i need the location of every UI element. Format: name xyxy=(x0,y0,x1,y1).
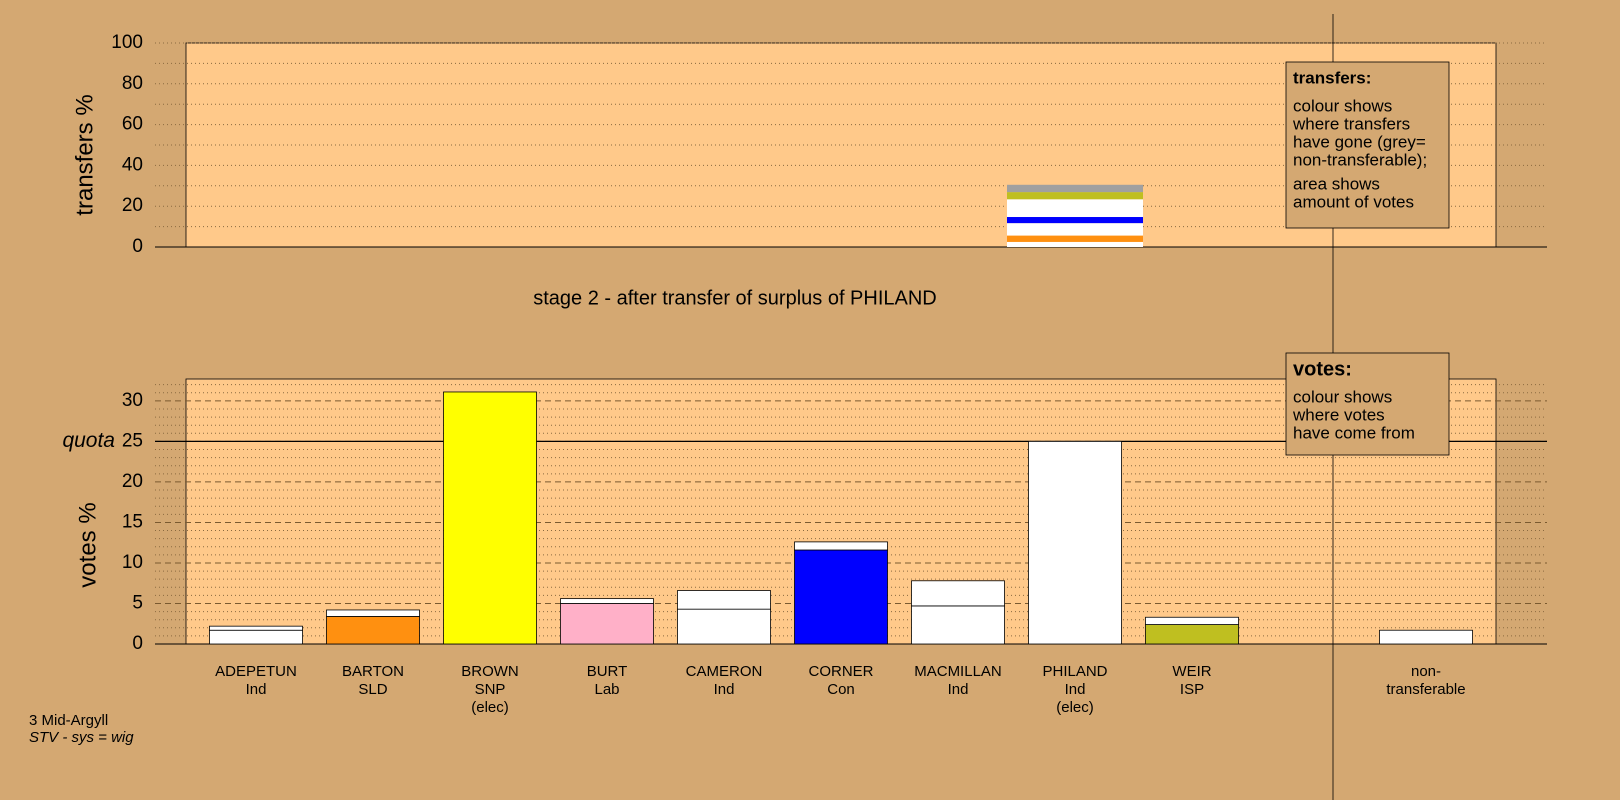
legend-text: colour shows xyxy=(1293,96,1392,115)
bar-original xyxy=(794,549,888,645)
x-tick-label: SLD xyxy=(358,681,387,698)
bar-transfer xyxy=(560,598,654,604)
bar-transfer xyxy=(677,590,771,610)
y-tick-label: 80 xyxy=(122,73,143,94)
transfer-segment xyxy=(1007,235,1143,242)
bar-transfer xyxy=(209,625,303,631)
x-tick-label: (elec) xyxy=(471,699,509,716)
legend-text: non-transferable); xyxy=(1293,150,1427,169)
footer-system: STV - sys = wig xyxy=(29,729,134,746)
x-tick-label: Con xyxy=(827,681,855,698)
legend-text: where transfers xyxy=(1292,114,1410,133)
legend-text: amount of votes xyxy=(1293,192,1414,211)
legend-text: have come from xyxy=(1293,423,1415,442)
y-tick-label: 20 xyxy=(122,471,143,492)
transfer-segment xyxy=(1007,241,1143,247)
bar-transfer xyxy=(1379,629,1473,645)
bar-original xyxy=(1028,441,1122,645)
bar-original xyxy=(560,603,654,645)
plot-area-top xyxy=(185,42,1497,248)
x-tick-label: WEIR xyxy=(1172,663,1211,680)
bar-original xyxy=(326,616,420,645)
stage-title: stage 2 - after transfer of surplus of P… xyxy=(533,287,937,309)
legend-text: area shows xyxy=(1293,174,1380,193)
y-tick-label: 15 xyxy=(122,511,143,532)
y-tick-label: 5 xyxy=(132,592,143,613)
legend-text: where votes xyxy=(1292,405,1385,424)
x-tick-label: BROWN xyxy=(461,663,519,680)
x-tick-label: (elec) xyxy=(1056,699,1094,716)
quota-label: quota xyxy=(62,429,115,452)
y-tick-label: 30 xyxy=(122,390,143,411)
y-tick-label: 60 xyxy=(122,114,143,135)
y-axis-label: transfers % xyxy=(71,94,98,215)
bar-transfer xyxy=(1145,616,1239,625)
bar-original xyxy=(209,629,303,645)
x-tick-label: SNP xyxy=(475,681,506,698)
transfer-segment xyxy=(1007,223,1143,236)
x-tick-label: Ind xyxy=(948,681,969,698)
y-tick-label: 40 xyxy=(122,154,143,175)
bar-original xyxy=(443,391,537,645)
legend-title: votes: xyxy=(1293,358,1352,380)
legend-title: transfers: xyxy=(1293,68,1371,87)
x-tick-label: transferable xyxy=(1386,681,1465,698)
x-tick-label: MACMILLAN xyxy=(914,663,1002,680)
bar-original xyxy=(911,605,1005,645)
transfer-segment xyxy=(1007,192,1143,200)
x-tick-label: PHILAND xyxy=(1042,663,1107,680)
x-tick-label: Ind xyxy=(1065,681,1086,698)
x-tick-label: ISP xyxy=(1180,681,1204,698)
y-tick-label: 10 xyxy=(122,552,143,573)
footer-constituency: 3 Mid-Argyll xyxy=(29,712,108,729)
x-tick-label: Lab xyxy=(594,681,619,698)
transfer-segment xyxy=(1007,199,1143,218)
y-tick-label: 0 xyxy=(132,633,143,654)
x-tick-label: CORNER xyxy=(808,663,873,680)
x-tick-label: Ind xyxy=(246,681,267,698)
legend-box xyxy=(1285,352,1450,456)
y-tick-label: 20 xyxy=(122,195,143,216)
transfer-segment xyxy=(1007,184,1143,193)
x-tick-label: BURT xyxy=(587,663,628,680)
bar-original xyxy=(1145,624,1239,645)
x-tick-label: Ind xyxy=(714,681,735,698)
legend-text: have gone (grey= xyxy=(1293,132,1426,151)
x-tick-label: non- xyxy=(1411,663,1441,680)
y-tick-label: 100 xyxy=(111,32,143,53)
y-tick-label: 25 xyxy=(122,430,143,451)
bar-transfer xyxy=(911,580,1005,607)
y-axis-label: votes % xyxy=(74,502,101,587)
x-tick-label: ADEPETUN xyxy=(215,663,297,680)
legend-text: colour shows xyxy=(1293,387,1392,406)
transfer-segment xyxy=(1007,217,1143,224)
x-tick-label: CAMERON xyxy=(686,663,763,680)
x-tick-label: BARTON xyxy=(342,663,404,680)
bar-transfer xyxy=(794,541,888,551)
legend-box xyxy=(1285,61,1450,229)
bar-transfer xyxy=(326,609,420,617)
bar-original xyxy=(677,608,771,645)
y-tick-label: 0 xyxy=(132,236,143,257)
